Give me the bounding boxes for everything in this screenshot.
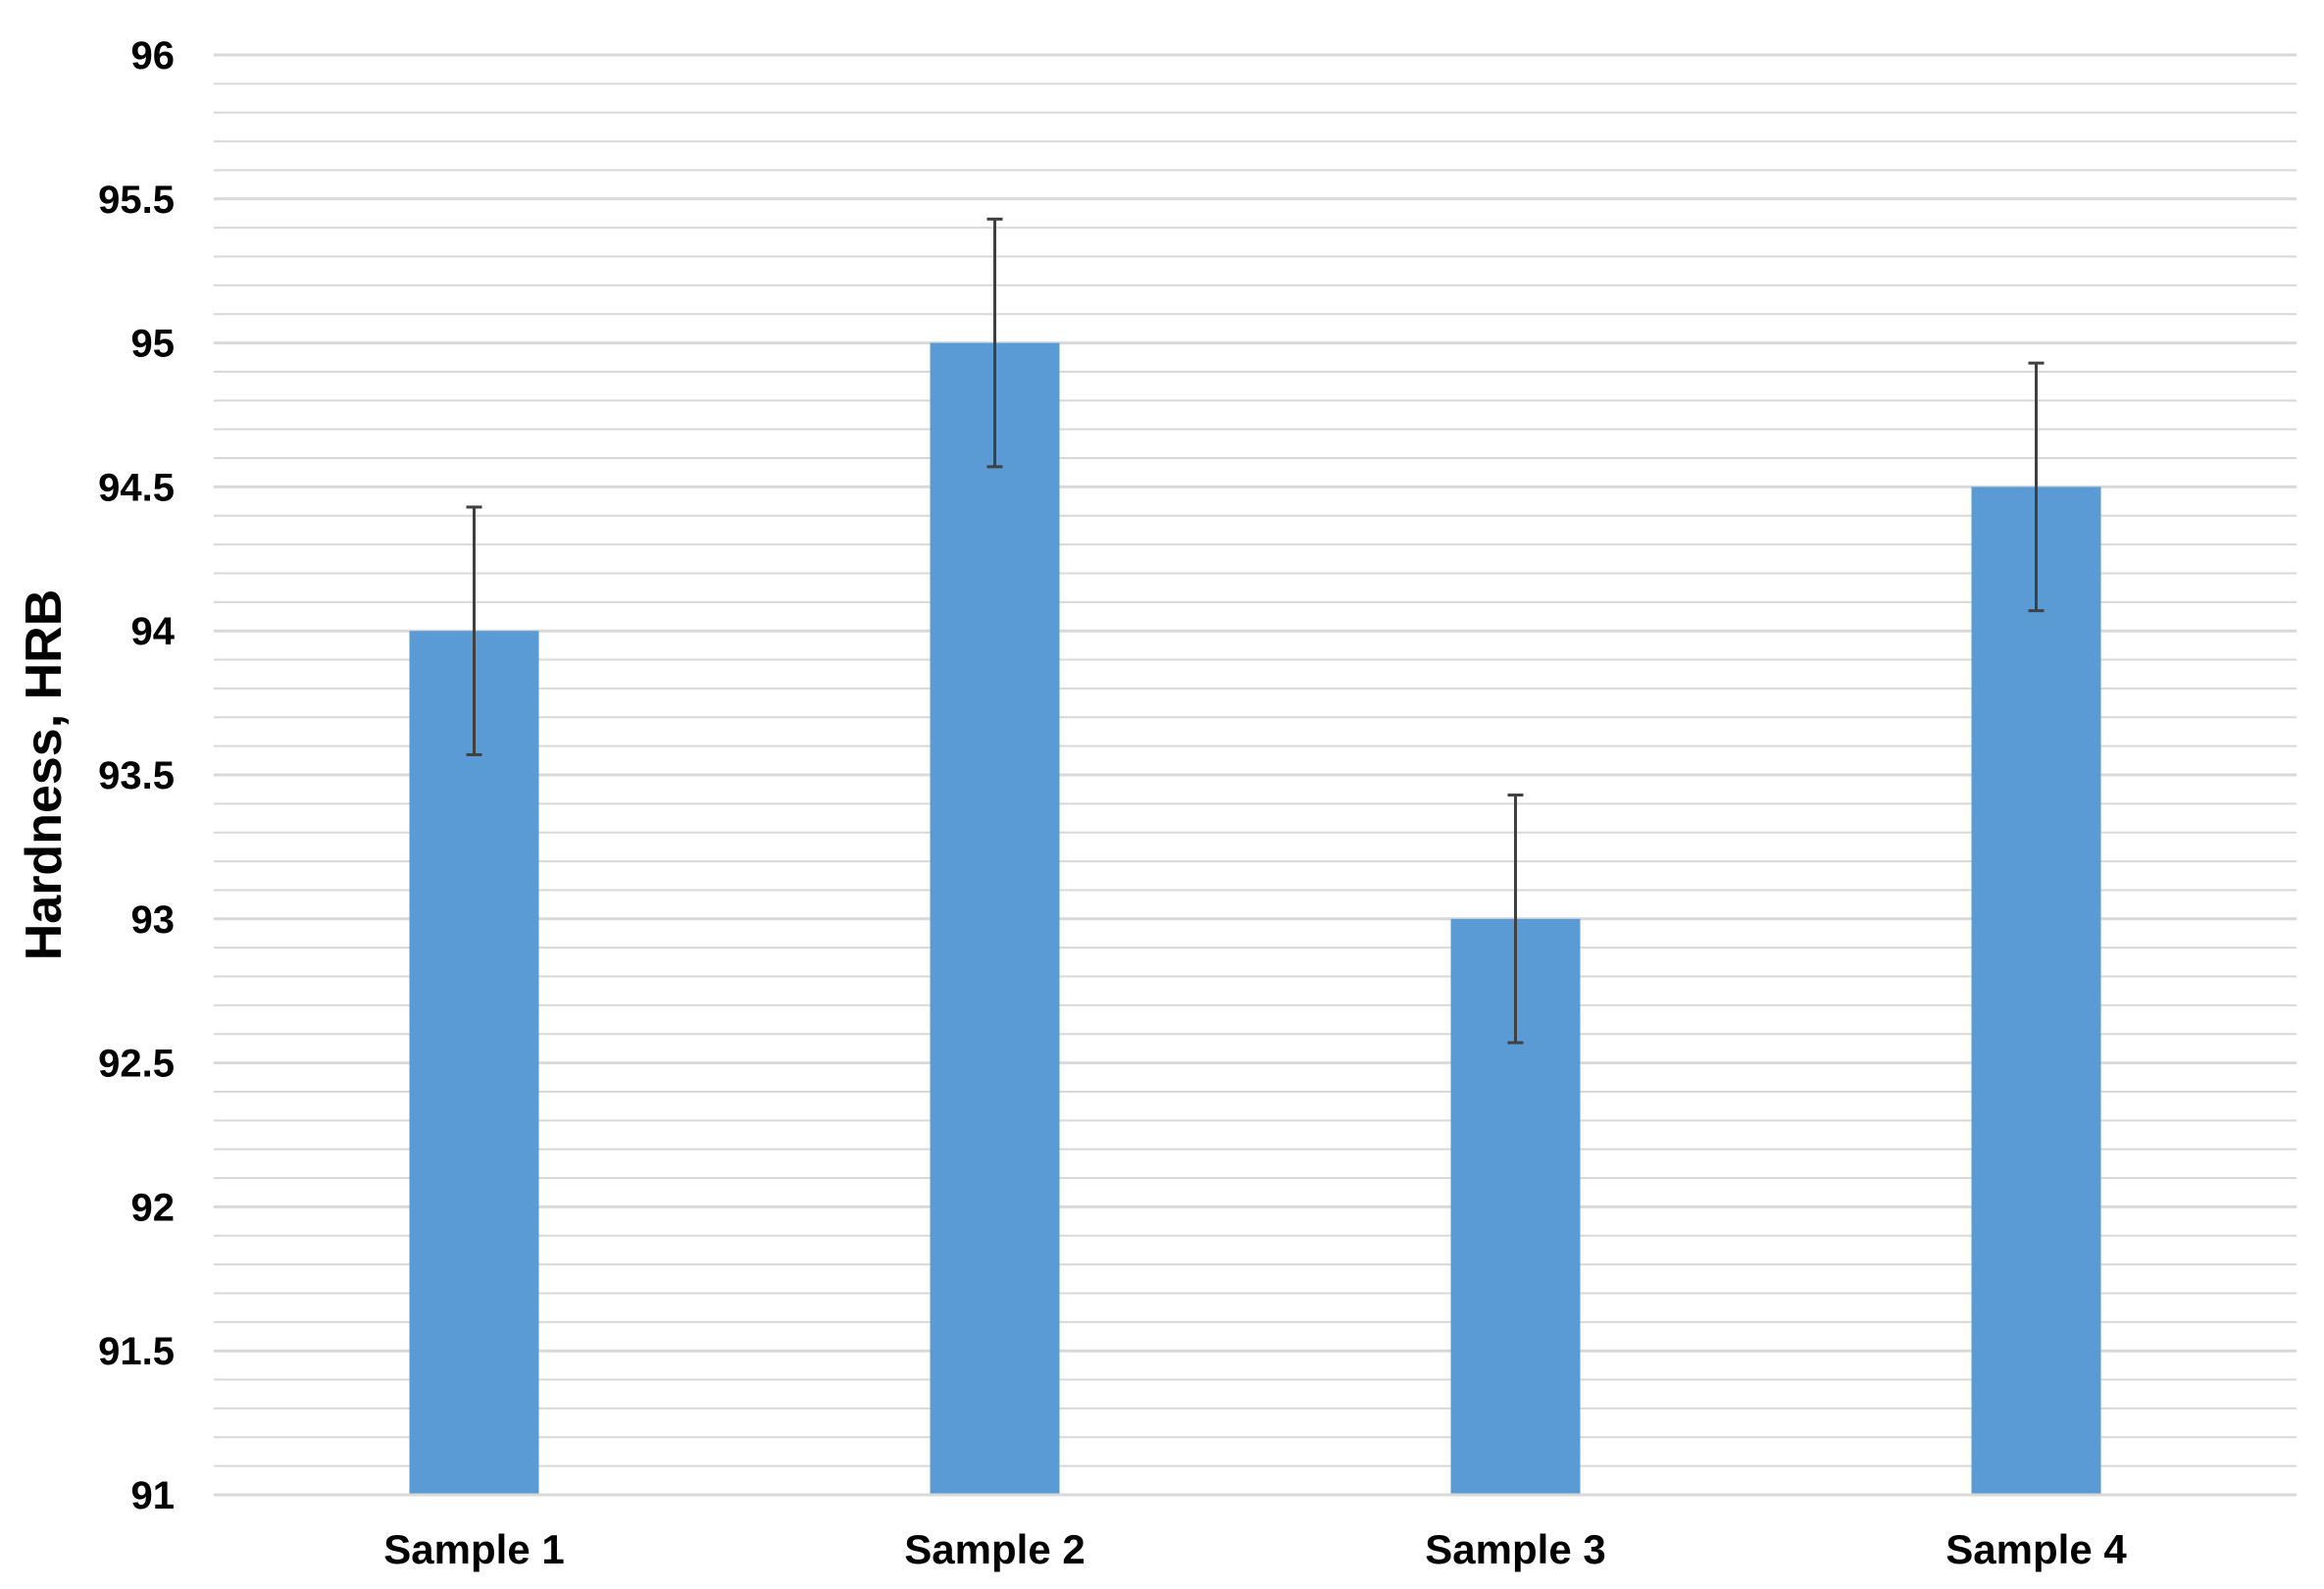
y-tick-label: 92 [131, 1186, 176, 1229]
bar [409, 631, 539, 1495]
y-tick-label: 91 [131, 1474, 176, 1517]
y-tick-label: 94 [131, 610, 176, 653]
y-tick-label: 93 [131, 898, 176, 942]
y-axis-title: Hardness, HRB [16, 589, 73, 961]
y-tick-label: 94.5 [98, 466, 175, 509]
x-axis-category-labels: Sample 1 Sample 2 Sample 3 Sample 4 [383, 1526, 2127, 1572]
y-tick-label: 92.5 [98, 1043, 175, 1086]
error-bar [466, 505, 482, 756]
x-category-label: Sample 4 [1945, 1526, 2127, 1572]
y-tick-label: 96 [131, 34, 176, 77]
y-axis-tick-labels: 91 91.5 92 92.5 93 93.5 94 94.5 95 95.5 96 [98, 34, 176, 1517]
bar [930, 342, 1060, 1496]
error-bars [466, 217, 2045, 1045]
bars [409, 342, 2101, 1496]
y-tick-label: 91.5 [98, 1330, 175, 1373]
x-category-label: Sample 1 [383, 1526, 564, 1572]
y-tick-label: 95.5 [98, 179, 175, 222]
bar [1971, 487, 2101, 1495]
y-tick-label: 93.5 [98, 754, 175, 797]
x-category-label: Sample 2 [904, 1526, 1085, 1572]
error-bar [2028, 361, 2045, 613]
error-bar [1507, 794, 1524, 1045]
error-bar [986, 217, 1003, 469]
y-tick-label: 95 [131, 323, 176, 366]
x-category-label: Sample 3 [1425, 1526, 1605, 1572]
gridlines [214, 53, 2297, 1497]
